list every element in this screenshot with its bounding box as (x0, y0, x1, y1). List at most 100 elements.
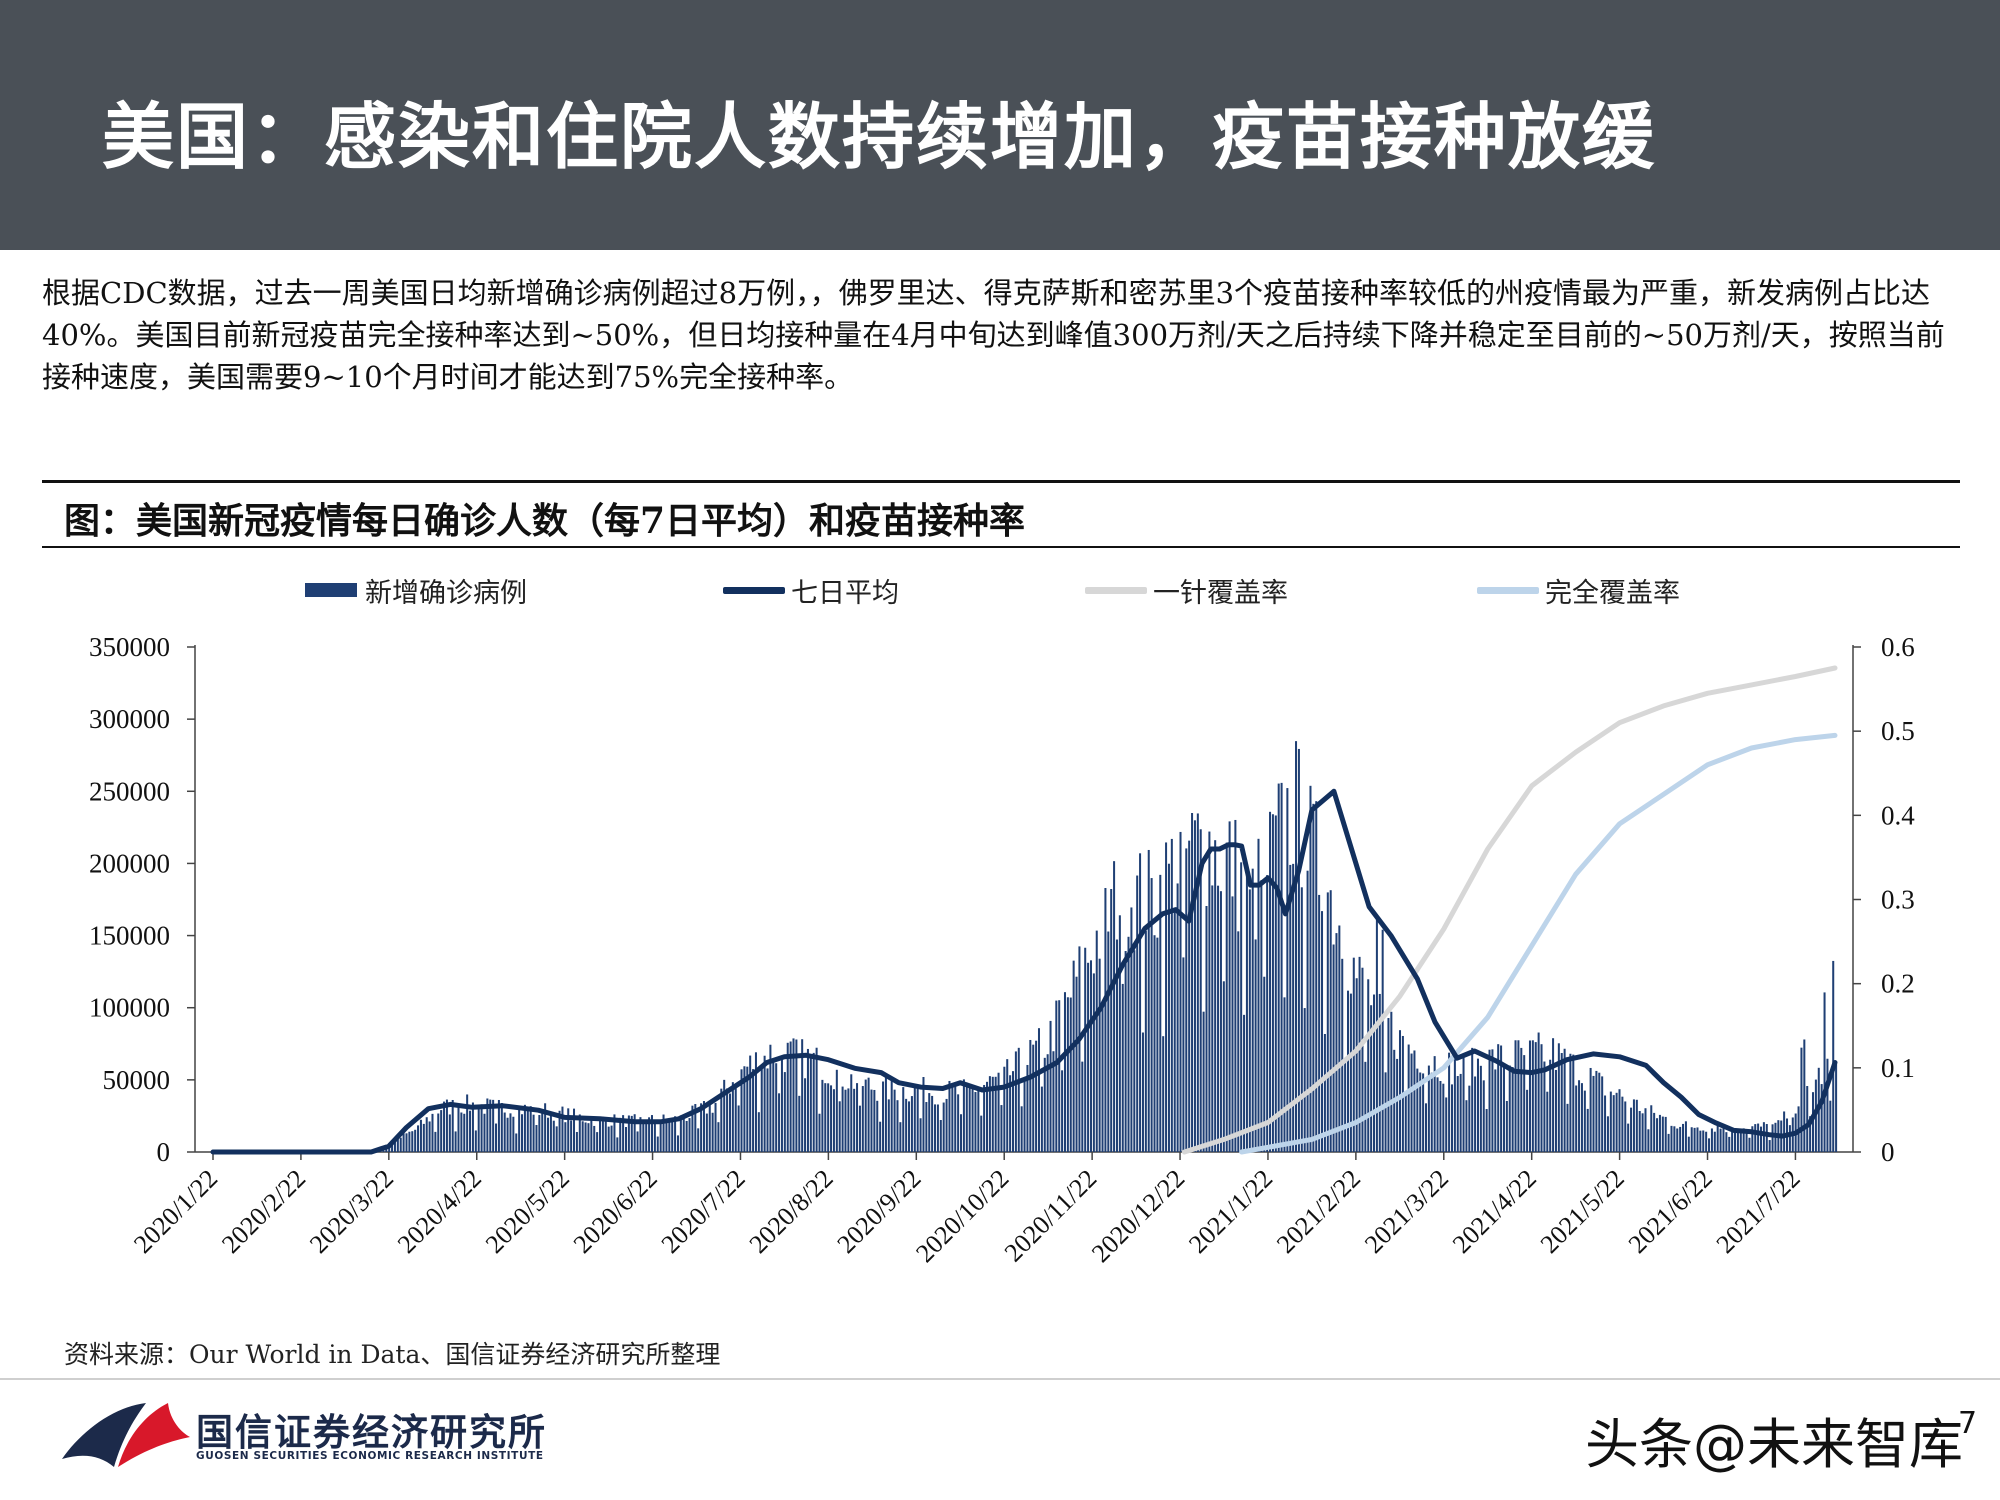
logo-chinese-name: 国信证券经济研究所 (196, 1411, 547, 1454)
daily-case-bar (1156, 937, 1159, 1152)
daily-case-bar (1765, 1124, 1768, 1152)
daily-case-bar (1609, 1091, 1612, 1152)
daily-case-bar (1647, 1129, 1650, 1152)
daily-case-bar (1205, 906, 1208, 1152)
daily-case-bar (1615, 1092, 1618, 1152)
x-tick-label: 2020/12/22 (1086, 1164, 1190, 1268)
daily-case-bar (1485, 1109, 1488, 1152)
daily-case-bar (1329, 890, 1332, 1152)
daily-case-bar (936, 1104, 939, 1152)
daily-case-bar (1095, 930, 1098, 1152)
daily-case-bar (1517, 1040, 1520, 1152)
daily-case-bar (1361, 967, 1364, 1152)
daily-case-bar (1528, 1040, 1531, 1152)
daily-case-bar (818, 1113, 821, 1152)
daily-case-bar (1141, 1032, 1144, 1152)
daily-case-bar (1627, 1123, 1630, 1152)
full-vaccination-rate-line (1239, 732, 1838, 1155)
daily-case-bar (858, 1105, 861, 1152)
daily-case-bar (1531, 1040, 1534, 1152)
daily-case-bar (896, 1100, 899, 1152)
daily-case-bar (899, 1122, 902, 1152)
daily-case-bar (1630, 1107, 1633, 1152)
y-left-tick-label: 300000 (89, 704, 170, 734)
daily-case-bar (737, 1105, 740, 1152)
bars-layer (318, 741, 1838, 1152)
daily-case-bar (1442, 1083, 1445, 1152)
daily-case-bar (942, 1102, 945, 1152)
chart-top-rule (42, 480, 1960, 483)
daily-case-bar (1118, 915, 1121, 1152)
daily-case-bar (1280, 782, 1283, 1152)
daily-case-bar (547, 1117, 550, 1152)
daily-case-bar (1482, 1080, 1485, 1152)
daily-case-bar (682, 1118, 685, 1152)
daily-case-bar (1560, 1053, 1563, 1152)
daily-case-bar (928, 1093, 931, 1152)
daily-case-bar (1217, 885, 1220, 1152)
y-left-tick-label: 350000 (89, 632, 170, 662)
daily-case-bar (1373, 994, 1376, 1152)
daily-case-bar (1078, 946, 1081, 1152)
daily-case-bar (1563, 1048, 1566, 1152)
daily-case-bar (806, 1048, 809, 1152)
daily-case-bar (1000, 1105, 1003, 1152)
daily-case-bar (1811, 1092, 1815, 1152)
daily-case-bar (1309, 785, 1312, 1152)
daily-case-bar (1176, 883, 1179, 1152)
daily-case-bar (1687, 1136, 1690, 1152)
page-title: 美国：感染和住院人数持续增加，疫苗接种放缓 (102, 94, 1657, 179)
y-right-tick-label: 0.3 (1881, 885, 1915, 915)
daily-case-bar (1023, 1077, 1026, 1152)
daily-case-bar (1081, 1061, 1084, 1152)
daily-case-bar (489, 1099, 492, 1152)
daily-case-bar (567, 1108, 570, 1152)
x-tick-label: 2020/6/22 (568, 1164, 663, 1259)
daily-case-bar (882, 1081, 885, 1152)
daily-case-bar (1017, 1047, 1020, 1152)
daily-case-bar (1419, 1072, 1422, 1152)
daily-case-bar (1364, 1061, 1367, 1152)
daily-case-bar (1621, 1096, 1624, 1152)
daily-case-bar (1182, 957, 1185, 1152)
daily-case-bar (1009, 1075, 1012, 1152)
daily-case-bar (1032, 1044, 1035, 1152)
daily-case-bar (988, 1076, 991, 1152)
daily-case-bar (1061, 1070, 1064, 1152)
daily-case-bar (561, 1106, 564, 1152)
y-left-tick-label: 0 (157, 1137, 171, 1167)
daily-case-bar (884, 1076, 887, 1152)
daily-case-bar (697, 1128, 700, 1152)
daily-case-bar (1699, 1130, 1702, 1152)
daily-case-bar (463, 1113, 466, 1152)
daily-case-bar (824, 1083, 827, 1152)
x-tick-label: 2021/6/22 (1623, 1164, 1718, 1259)
daily-case-bar (1358, 956, 1361, 1152)
daily-case-bar (633, 1114, 636, 1152)
legend-label-first-dose: 一针覆盖率 (1153, 577, 1288, 609)
daily-case-bar (1225, 842, 1228, 1152)
daily-case-bar (477, 1106, 480, 1152)
daily-case-bar (616, 1137, 619, 1152)
daily-case-bar (890, 1078, 893, 1152)
daily-case-bar (971, 1086, 974, 1152)
daily-case-bar (422, 1123, 425, 1152)
x-tick-label: 2020/11/22 (999, 1164, 1103, 1268)
daily-case-bar (1809, 1116, 1812, 1152)
daily-case-bar (879, 1121, 882, 1152)
daily-case-bar (483, 1113, 486, 1152)
daily-case-bar (723, 1079, 726, 1152)
daily-case-bar (1139, 853, 1142, 1152)
daily-case-bar (679, 1115, 682, 1152)
daily-case-bar (656, 1136, 659, 1152)
daily-case-bar (665, 1119, 668, 1152)
footer-divider (0, 1378, 2000, 1380)
daily-case-bar (1188, 840, 1191, 1152)
daily-case-bar (1422, 1073, 1425, 1152)
daily-case-bar (1656, 1118, 1659, 1152)
daily-case-bar (1514, 1040, 1517, 1152)
daily-case-bar (945, 1098, 948, 1152)
daily-case-bar (830, 1085, 833, 1152)
daily-case-bar (451, 1099, 454, 1152)
daily-case-bar (780, 1056, 783, 1152)
